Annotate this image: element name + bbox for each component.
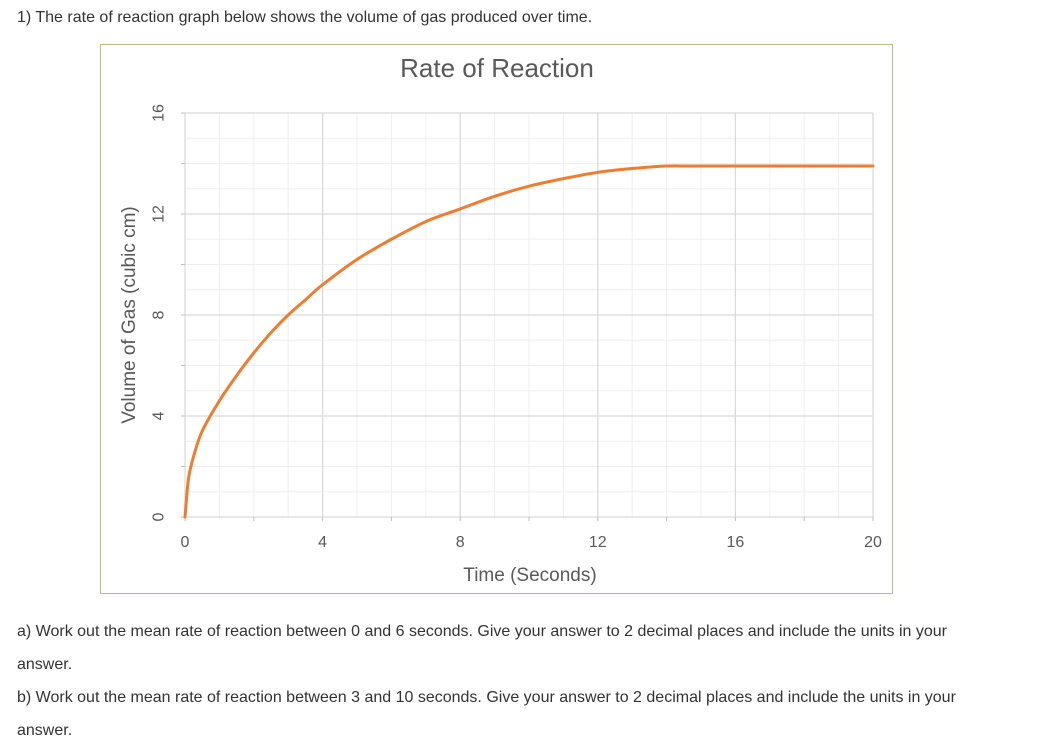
- x-axis-label: Time (Seconds): [463, 565, 596, 586]
- y-tick-label: 8: [151, 310, 168, 319]
- x-tick-label: 12: [589, 534, 607, 551]
- series-line-volume-of-gas: [183, 164, 875, 519]
- x-tick-label: 16: [727, 534, 745, 551]
- question-b: b) Work out the mean rate of reaction be…: [17, 689, 956, 739]
- y-tick-label: 16: [151, 104, 168, 122]
- y-tick-label: 12: [151, 205, 168, 223]
- question-intro: 1) The rate of reaction graph below show…: [17, 9, 593, 26]
- grid: [184, 112, 874, 518]
- chart-title: Rate of Reaction: [400, 53, 594, 83]
- question-a: a) Work out the mean rate of reaction be…: [17, 623, 948, 673]
- y-tick-label: 4: [151, 411, 168, 420]
- chart-container: 0 4 8 12 16 20 0 4 8 12 16 Rate of Reaction Time (…: [100, 44, 893, 594]
- y-tick-label: 0: [151, 512, 168, 521]
- series: [183, 164, 875, 519]
- y-axis-label: Volume of Gas (cubic cm): [119, 206, 140, 424]
- x-tick-label: 20: [864, 534, 882, 551]
- x-tick-label: 8: [456, 534, 465, 551]
- axis-ticks: 0 4 8 12 16 20 0 4 8 12 16: [151, 104, 883, 551]
- x-tick-label: 4: [318, 534, 327, 551]
- x-tick-label: 0: [181, 534, 190, 551]
- rate-of-reaction-chart: 0 4 8 12 16 20 0 4 8 12 16 Rate of Reaction Time (…: [119, 53, 883, 586]
